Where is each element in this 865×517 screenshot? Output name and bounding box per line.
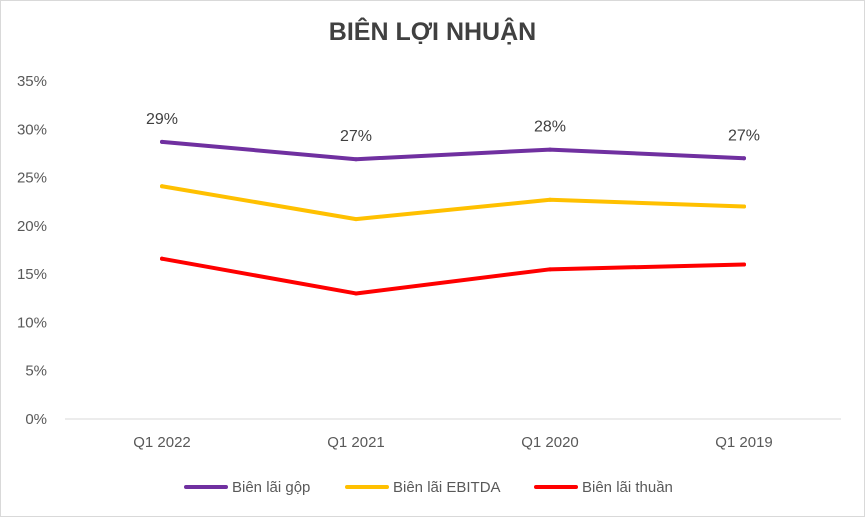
y-tick-label: 20% [17,218,47,235]
legend: Biên lãi gộp Biên lãi EBITDA Biên lãi thuầ… [184,479,673,496]
data-point [548,267,552,272]
data-labels: 29% 27% 28% 27% [146,111,760,145]
data-label: 28% [534,119,566,136]
legend-label: Biên lãi gộp [232,479,310,496]
data-point [160,256,164,261]
y-axis-ticks: 0% 5% 10% 15% 20% 25% 30% 35% [17,73,47,428]
data-point [742,262,746,267]
legend-label: Biên lãi EBITDA [393,479,501,496]
x-axis-ticks: Q1 2022 Q1 2021 Q1 2020 Q1 2019 [133,434,773,451]
data-point [160,139,164,144]
data-point [160,184,164,189]
y-tick-label: 5% [25,363,47,380]
data-point [742,204,746,209]
data-point [548,197,552,202]
y-tick-label: 30% [17,121,47,138]
y-tick-label: 35% [17,73,47,90]
data-point [354,217,358,222]
series-lines [160,139,746,296]
x-tick-label: Q1 2021 [327,434,385,451]
chart-title: BIÊN LỢI NHUẬN [328,18,537,46]
y-tick-label: 25% [17,170,47,187]
y-tick-label: 15% [17,266,47,283]
data-point [548,147,552,152]
y-tick-label: 0% [25,411,47,428]
data-label: 27% [340,128,372,145]
series-line-2 [160,184,746,222]
series-line-3 [160,256,746,296]
data-label: 27% [728,127,760,144]
series-line-1 [160,139,746,162]
legend-label: Biên lãi thuần [582,479,673,496]
x-tick-label: Q1 2022 [133,434,191,451]
data-point [742,156,746,161]
data-label: 29% [146,111,178,128]
y-tick-label: 10% [17,314,47,331]
data-point [354,291,358,296]
x-tick-label: Q1 2019 [715,434,773,451]
data-point [354,157,358,162]
x-tick-label: Q1 2020 [521,434,579,451]
